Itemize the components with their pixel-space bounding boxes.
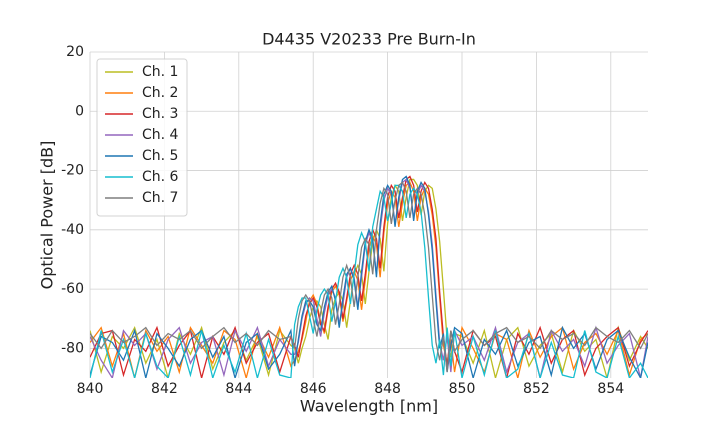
legend: Ch. 1 Ch. 2 Ch. 3 Ch. 4 Ch. 5 Ch. 6 Ch. 7 <box>96 58 188 217</box>
chart-title: D4435 V20233 Pre Burn-In <box>262 30 476 49</box>
legend-label: Ch. 7 <box>142 190 178 206</box>
legend-label: Ch. 3 <box>142 106 178 122</box>
y-tick-label: 20 <box>66 44 84 60</box>
y-tick-label: -40 <box>61 222 84 238</box>
series-line <box>90 181 648 373</box>
lines <box>90 175 648 378</box>
y-tick-label: 0 <box>75 103 84 119</box>
x-tick-label: 846 <box>300 381 327 397</box>
y-axis-label: Optical Power [dB] <box>38 141 57 290</box>
x-tick-label: 842 <box>151 381 178 397</box>
y-tick-label: -80 <box>61 340 84 356</box>
x-tick-label: 848 <box>374 381 401 397</box>
series-line <box>90 184 648 378</box>
legend-label: Ch. 2 <box>142 85 178 101</box>
x-tick-label: 840 <box>77 381 104 397</box>
legend-label: Ch. 4 <box>142 127 179 143</box>
x-tick-label: 850 <box>449 381 476 397</box>
tick-labels: 840 842 844 846 848 850 852 854 20 0 -20 -40 -60 -80 <box>61 44 624 397</box>
y-tick-label: -20 <box>61 163 84 179</box>
x-tick-label: 854 <box>597 381 624 397</box>
legend-label: Ch. 5 <box>142 148 178 164</box>
legend-label: Ch. 1 <box>142 64 178 80</box>
x-tick-label: 844 <box>225 381 252 397</box>
legend-label: Ch. 6 <box>142 169 179 185</box>
grid <box>89 51 648 378</box>
x-tick-label: 852 <box>523 381 550 397</box>
y-tick-label: -60 <box>61 281 84 297</box>
x-axis-label: Wavelength [nm] <box>300 397 438 416</box>
series-line <box>90 175 648 378</box>
